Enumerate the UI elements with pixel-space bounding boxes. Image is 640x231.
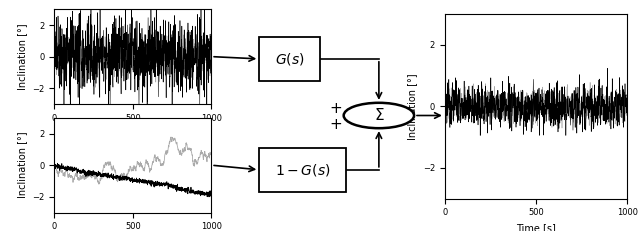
Y-axis label: Inclination [°]: Inclination [°]: [17, 23, 27, 90]
Y-axis label: Inclination [°]: Inclination [°]: [17, 132, 27, 198]
Text: $G(s)$: $G(s)$: [275, 51, 305, 67]
Text: +: +: [330, 117, 342, 132]
Text: $1-G(s)$: $1-G(s)$: [275, 162, 330, 178]
X-axis label: Time [s]: Time [s]: [113, 128, 153, 138]
Text: $\Sigma$: $\Sigma$: [374, 107, 384, 124]
Text: +: +: [330, 101, 342, 116]
X-axis label: Time [s]: Time [s]: [516, 223, 556, 231]
Y-axis label: Inclination [°]: Inclination [°]: [407, 73, 417, 140]
